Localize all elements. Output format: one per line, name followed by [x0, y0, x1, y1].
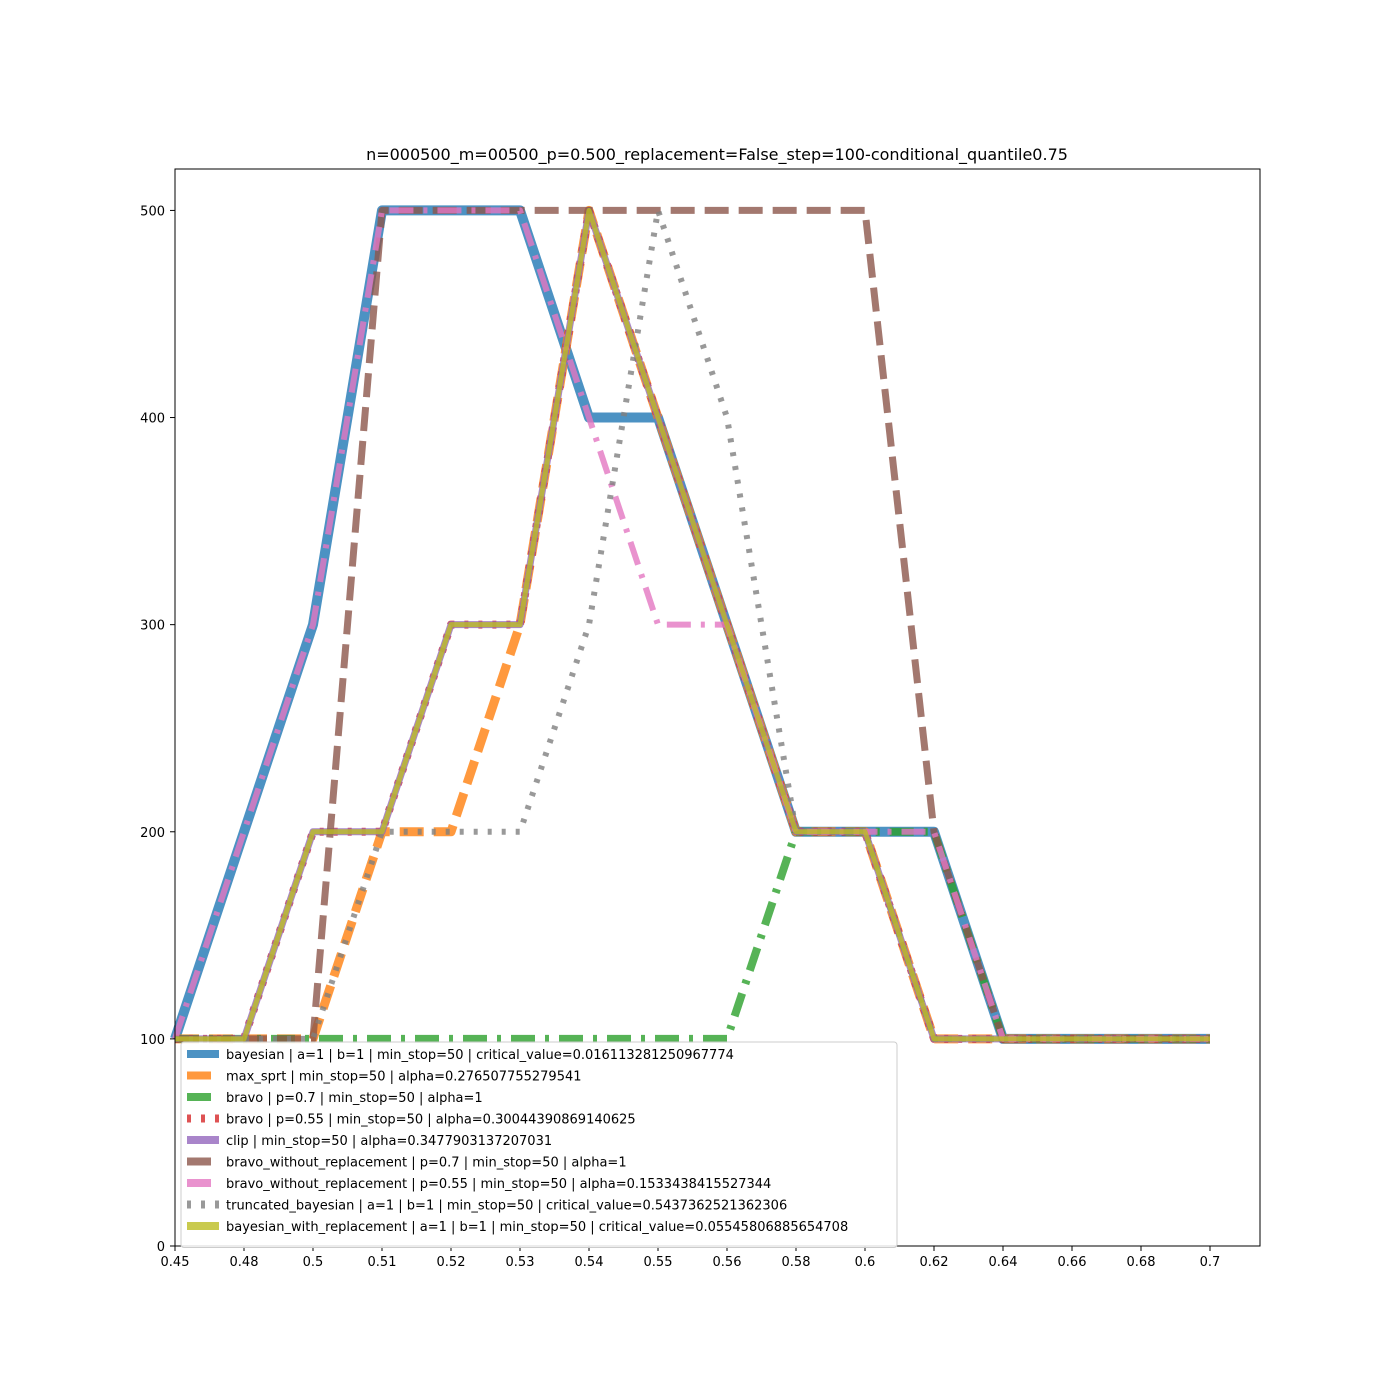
x-tick-label: 0.66	[1058, 1255, 1087, 1270]
x-tick-label: 0.64	[989, 1255, 1018, 1270]
legend-label-2: max_sprt | min_stop=50 | alpha=0.2765077…	[226, 1070, 582, 1085]
x-tick-label: 0.53	[506, 1255, 535, 1270]
axes-layer: 0.45 0.48 0.5 0.51 0.52 0.53 0.54 0.55 0.56 0.58 0…	[140, 204, 1220, 1270]
legend-label-8: truncated_bayesian | a=1 | b=1 | min_sto…	[226, 1199, 787, 1214]
legend: bayesian | a=1 | b=1 | min_stop=50 | cri…	[180, 1041, 898, 1248]
series-line-9	[175, 207, 1210, 1042]
legend-label-9: bayesian_with_replacement | a=1 | b=1 | …	[226, 1220, 848, 1235]
x-tick-label: 0.6	[855, 1255, 876, 1270]
series-line-4	[175, 206, 1210, 1043]
series-line-6	[175, 206, 1210, 1043]
y-tick-label: 400	[140, 412, 165, 427]
y-tick-label: 500	[140, 204, 165, 219]
x-tick-label: 0.52	[437, 1255, 466, 1270]
y-tick-label: 100	[140, 1033, 165, 1048]
x-tick-label: 0.68	[1127, 1255, 1156, 1270]
x-tick-label: 0.45	[161, 1255, 190, 1270]
x-tick-label: 0.56	[713, 1255, 742, 1270]
legend-label-4: bravo | p=0.55 | min_stop=50 | alpha=0.3…	[226, 1113, 636, 1128]
series-line-8	[175, 207, 1210, 1042]
series-line-2	[175, 205, 1210, 1044]
series-line-5	[175, 206, 1210, 1043]
legend-label-5: clip | min_stop=50 | alpha=0.34779031372…	[226, 1134, 552, 1149]
x-tick-label: 0.48	[230, 1255, 259, 1270]
legend-box	[180, 1041, 898, 1248]
series-line-1	[170, 205, 1210, 1044]
chart-title: n=000500_m=00500_p=0.500_replacement=Fal…	[366, 145, 1068, 165]
legend-label-7: bravo_without_replacement | p=0.55 | min…	[226, 1177, 771, 1192]
series-line-7	[172, 207, 1210, 1042]
y-tick-label: 0	[157, 1240, 165, 1255]
legend-label-6: bravo_without_replacement | p=0.7 | min_…	[226, 1156, 627, 1171]
x-tick-label: 0.62	[920, 1255, 949, 1270]
legend-label-1: bayesian | a=1 | b=1 | min_stop=50 | cri…	[226, 1048, 734, 1063]
x-tick-label: 0.7	[1200, 1255, 1221, 1270]
x-tick-label: 0.58	[782, 1255, 811, 1270]
y-tick-label: 300	[140, 619, 165, 634]
legend-label-3: bravo | p=0.7 | min_stop=50 | alpha=1	[226, 1091, 483, 1106]
series-layer	[170, 205, 1210, 1044]
y-tick-label: 200	[140, 826, 165, 841]
x-tick-label: 0.51	[368, 1255, 397, 1270]
x-tick-label: 0.55	[644, 1255, 673, 1270]
x-tick-label: 0.54	[575, 1255, 604, 1270]
x-tick-label: 0.5	[303, 1255, 324, 1270]
